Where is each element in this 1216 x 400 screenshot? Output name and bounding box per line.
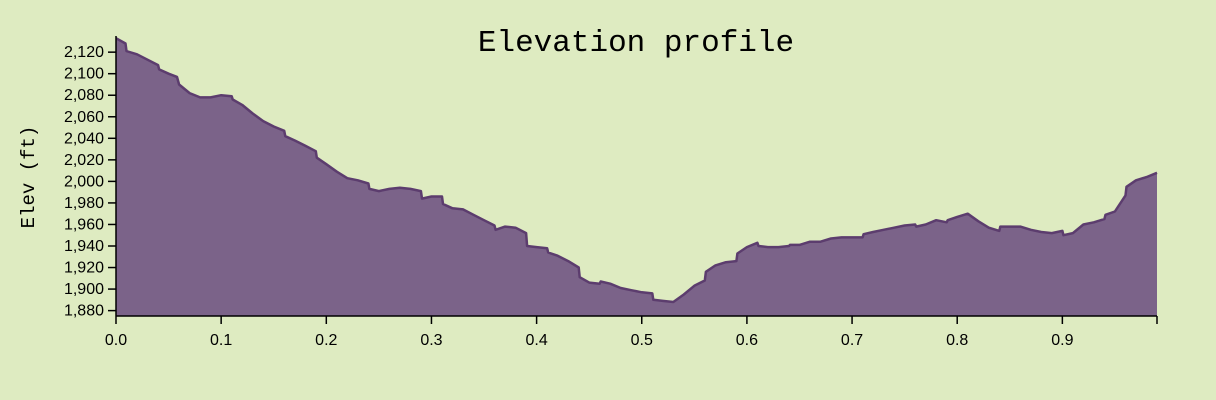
y-tick-label: 2,080 [64,87,104,104]
y-tick-label: 2,040 [64,130,104,147]
x-tick-label: 0.4 [525,332,547,349]
y-tick-label: 2,100 [64,66,104,83]
y-axis-label: Elev (ft) [18,126,40,229]
y-tick-label: 1,880 [64,303,104,320]
y-axis: 1,880 1,900 1,920 1,940 1,960 1,980 2,000 2,020… [64,36,117,320]
x-tick-label: 0.1 [210,332,232,349]
x-tick-label: 0.7 [841,332,863,349]
x-tick-label: 0.6 [736,332,758,349]
elevation-line [115,37,1158,304]
x-tick-label: 0.9 [1051,332,1073,349]
y-tick-label: 1,940 [64,238,104,255]
y-tick-label: 1,900 [64,281,104,298]
y-tick-label: 2,000 [64,173,104,190]
y-tick-label: 2,060 [64,109,104,126]
y-tick-label: 1,920 [64,260,104,277]
elevation-area [116,38,1157,316]
x-tick-label: 0.3 [420,332,442,349]
x-axis: 0.0 0.1 0.2 0.3 0.4 0.5 0.6 0.7 0.8 0.9 [105,315,1158,349]
x-tick-label: 0.5 [631,332,653,349]
x-tick-label: 0.0 [105,332,127,349]
chart-title: Elevation profile [478,26,794,61]
x-tick-label: 0.2 [315,332,337,349]
y-tick-label: 2,020 [64,152,104,169]
y-tick-label: 2,120 [64,44,104,61]
y-tick-label: 1,960 [64,216,104,233]
plot-area [115,37,1158,316]
y-tick-label: 1,980 [64,195,104,212]
x-tick-label: 0.8 [946,332,968,349]
